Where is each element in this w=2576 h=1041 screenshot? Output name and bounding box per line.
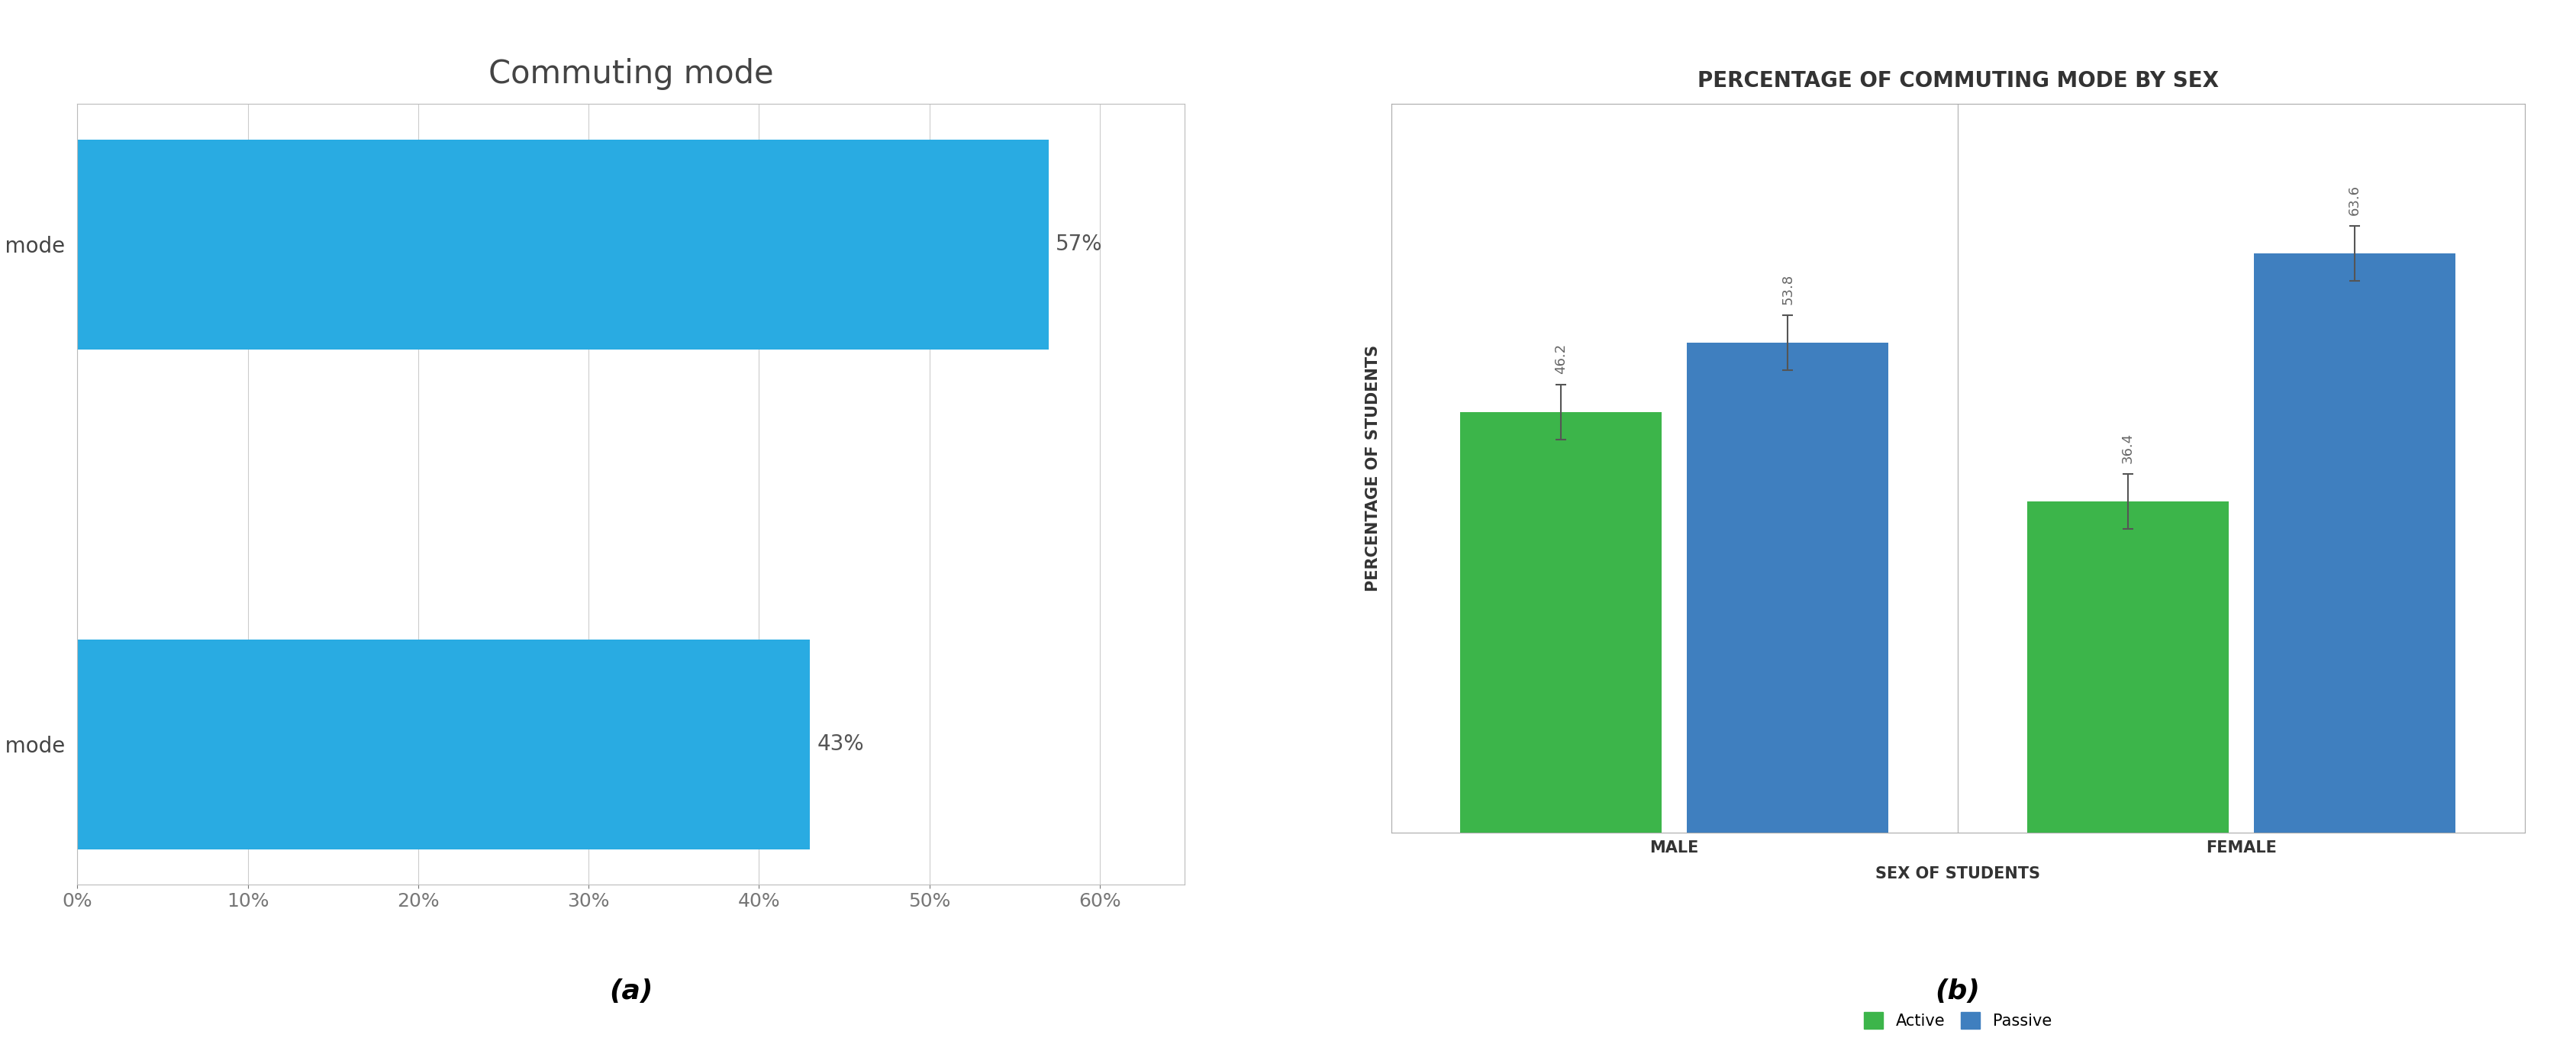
Bar: [77, 639, 809, 849]
Text: 63.6: 63.6: [2347, 184, 2362, 215]
Y-axis label: PERCENTAGE OF STUDENTS: PERCENTAGE OF STUDENTS: [1365, 346, 1381, 591]
Text: 46.2: 46.2: [1553, 344, 1569, 374]
Bar: [1461, 412, 1662, 833]
Bar: [2027, 501, 2228, 833]
Bar: [77, 139, 1048, 350]
Text: (a): (a): [608, 979, 654, 1005]
Text: 53.8: 53.8: [1780, 274, 1795, 304]
Title: PERCENTAGE OF COMMUTING MODE BY SEX: PERCENTAGE OF COMMUTING MODE BY SEX: [1698, 71, 2218, 92]
Bar: [2254, 254, 2455, 833]
Legend: Active, Passive: Active, Passive: [1865, 1012, 2050, 1029]
Text: 57%: 57%: [1056, 234, 1103, 255]
Bar: [1687, 342, 1888, 833]
Text: (b): (b): [1935, 979, 1981, 1005]
Title: Commuting mode: Commuting mode: [489, 57, 773, 90]
Text: 43%: 43%: [817, 734, 863, 755]
Text: 36.4: 36.4: [2120, 432, 2136, 463]
X-axis label: SEX OF STUDENTS: SEX OF STUDENTS: [1875, 866, 2040, 882]
